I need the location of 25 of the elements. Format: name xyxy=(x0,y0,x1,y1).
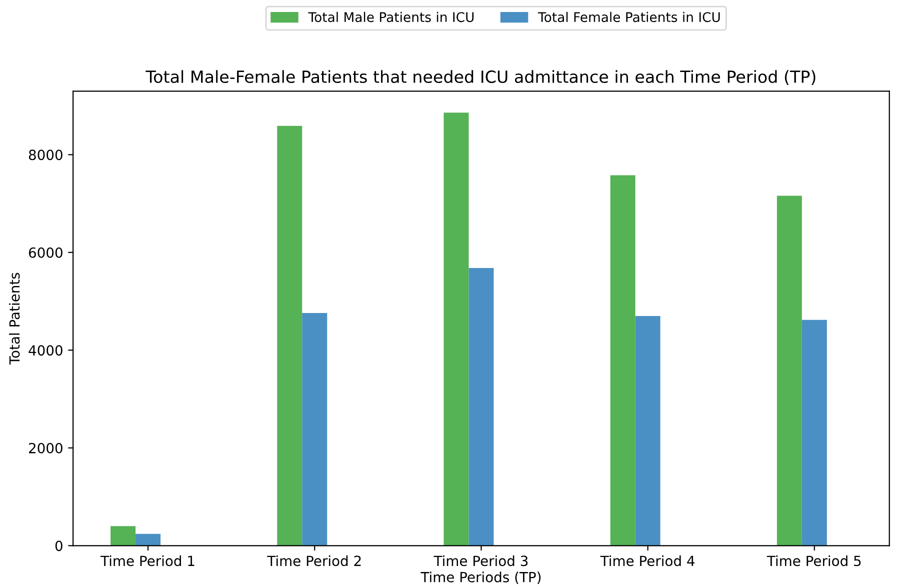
chart-title: Total Male-Female Patients that needed ICU admittance in each Time Period (TP) xyxy=(146,70,816,86)
x-axis-title: Time Periods (TP) xyxy=(420,572,541,584)
bar xyxy=(110,526,136,546)
bar xyxy=(302,313,328,546)
legend-label: Total Female Patients in ICU xyxy=(538,12,720,22)
x-tick-label: Time Period 5 xyxy=(766,555,861,566)
y-tick-label: 4000 xyxy=(28,345,62,356)
bar xyxy=(468,268,494,546)
bar xyxy=(776,196,802,546)
bar xyxy=(802,320,827,546)
y-tick-label: 0 xyxy=(55,540,62,552)
x-tick-label: Time Period 3 xyxy=(434,555,528,566)
y-tick-label: 8000 xyxy=(28,150,62,160)
x-tick-label: Time Period 2 xyxy=(267,555,361,566)
legend-label: Total Male Patients in ICU xyxy=(308,12,474,22)
bar xyxy=(444,112,469,546)
y-axis-title: Total Patients xyxy=(8,272,20,365)
bar xyxy=(277,126,302,546)
bar xyxy=(136,534,161,546)
bar xyxy=(610,175,636,546)
y-tick-label: 2000 xyxy=(29,442,62,454)
y-tick-label: 6000 xyxy=(28,247,62,258)
x-tick-label: Time Period 1 xyxy=(100,555,194,566)
x-tick-label: Time Period 4 xyxy=(600,555,695,566)
bar xyxy=(635,316,660,546)
